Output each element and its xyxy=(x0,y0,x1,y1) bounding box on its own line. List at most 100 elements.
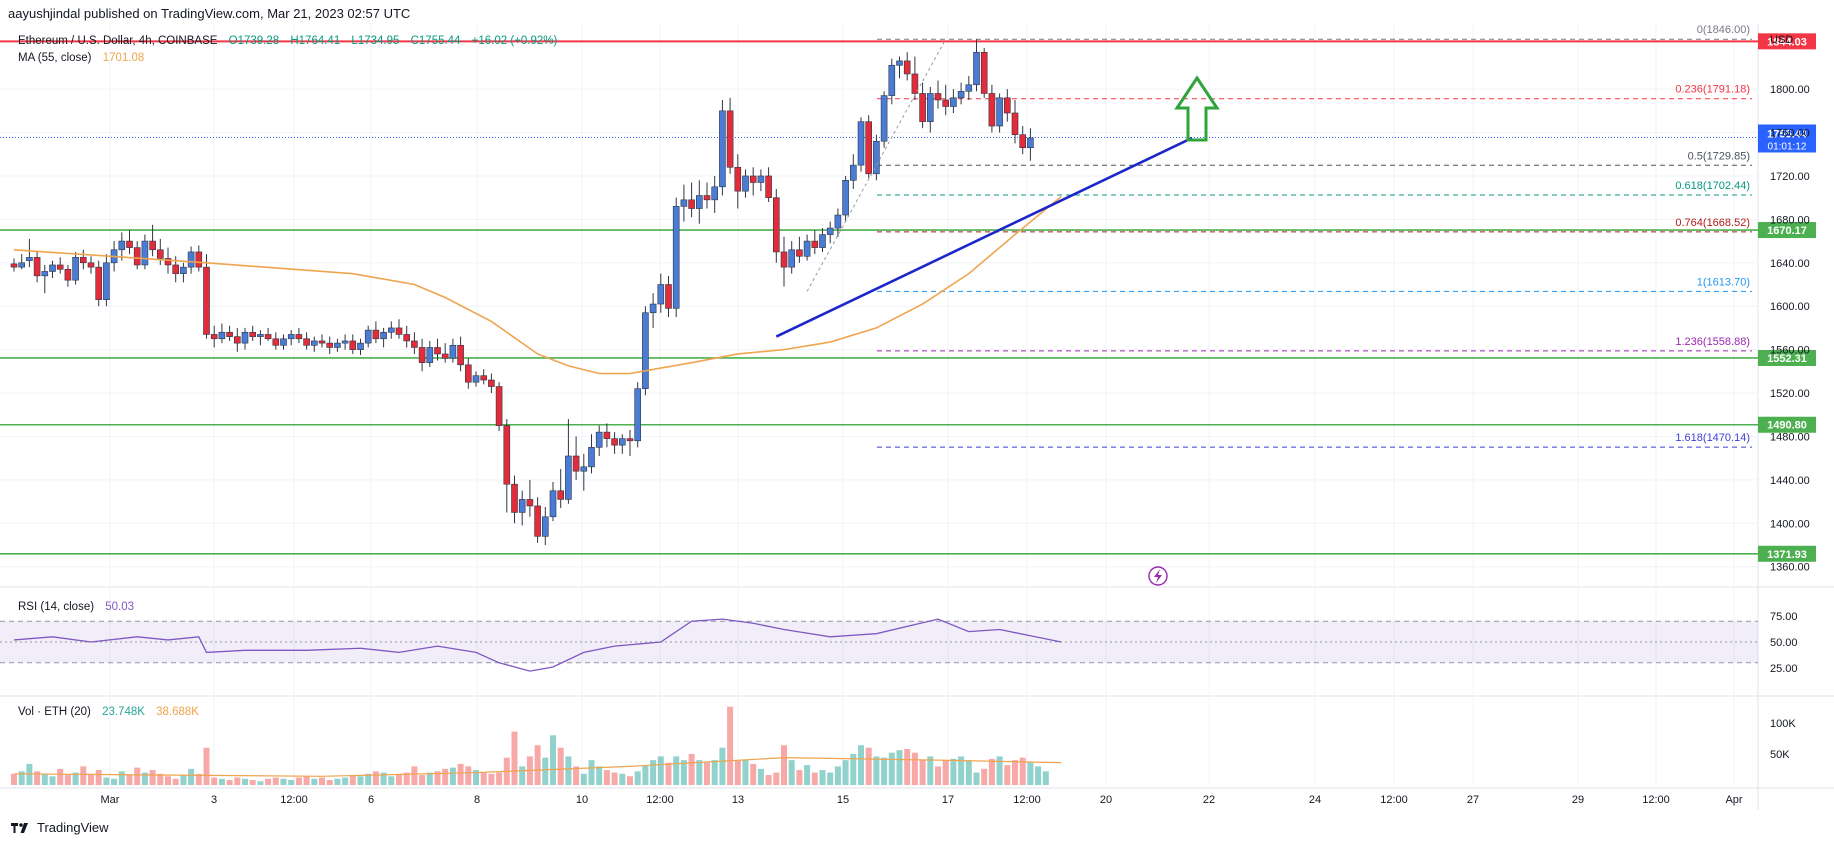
candle xyxy=(1027,128,1034,161)
candle xyxy=(103,254,110,307)
candle xyxy=(842,175,849,222)
candle-body-up xyxy=(49,264,56,272)
price-tick-label: 1720.00 xyxy=(1770,171,1810,183)
volume-bar xyxy=(711,760,718,785)
candle xyxy=(803,234,811,261)
candle-body-down xyxy=(164,258,172,266)
candle-body-up xyxy=(880,95,888,142)
candle-body-down xyxy=(80,257,87,264)
volume-bar xyxy=(911,752,918,785)
volume-bar xyxy=(257,781,264,785)
tradingview-logo-icon xyxy=(11,822,28,833)
candle-body-up xyxy=(280,338,287,346)
volume-bar xyxy=(1027,762,1034,785)
candle xyxy=(903,52,911,81)
candle-body-down xyxy=(919,93,926,122)
current-price-tag xyxy=(1758,124,1816,153)
candle-body-up xyxy=(103,262,110,301)
volume-bar xyxy=(927,756,934,785)
axes: USD 1360.00 1400.00 1440.00 1480.00 1520.00 15… xyxy=(101,34,1810,806)
candle xyxy=(464,358,472,389)
candle xyxy=(649,293,657,328)
candle-body-up xyxy=(472,375,480,383)
volume-bar xyxy=(727,706,734,785)
volume-bar xyxy=(203,747,210,785)
candle xyxy=(334,338,341,352)
candle-body-up xyxy=(26,257,33,261)
volume-bar xyxy=(265,778,272,785)
trendline-layer[interactable] xyxy=(775,38,1193,338)
rsi-tick-label: 25.00 xyxy=(1770,663,1798,675)
candle xyxy=(603,423,611,448)
candle-body-down xyxy=(149,240,156,251)
candle-body-up xyxy=(541,516,549,537)
candle-body-up xyxy=(896,60,903,66)
volume-bar xyxy=(357,776,364,785)
candle-body-up xyxy=(803,240,811,257)
candle-body-down xyxy=(272,338,280,346)
candle-body-up xyxy=(965,84,973,92)
candle-body-up xyxy=(888,64,896,96)
lightning-icon xyxy=(1148,566,1168,586)
price-tick-label: 1760.00 xyxy=(1770,128,1810,140)
candle-body-up xyxy=(973,51,980,86)
candle xyxy=(295,327,303,344)
volume-bar xyxy=(442,768,449,785)
price-tick-label: 1800.00 xyxy=(1770,84,1810,96)
candle xyxy=(1019,126,1027,155)
volume-bar xyxy=(781,745,787,785)
volume-bar xyxy=(111,778,118,785)
volume-bar xyxy=(449,767,456,785)
volume-bar xyxy=(218,778,225,785)
volume-bar xyxy=(988,758,995,785)
candle xyxy=(934,80,942,109)
candle-body-down xyxy=(326,342,334,348)
volume-bar xyxy=(734,760,741,785)
candle xyxy=(595,425,603,457)
symbol-legend: Ethereum / U.S. Dollar, 4h, COINBASE O17… xyxy=(18,35,557,47)
volume-bar xyxy=(80,766,87,785)
fibonacci-retracement[interactable]: 0(1846.00) 0.236(1791.18) 0.5(1729.85) 0.61… xyxy=(877,24,1752,448)
volume-bar xyxy=(665,762,672,785)
candle-body-up xyxy=(310,340,318,346)
candle-body-down xyxy=(1019,134,1027,149)
candle xyxy=(10,258,18,272)
volume-bar xyxy=(488,773,495,785)
time-tick-label: 10 xyxy=(576,794,588,806)
volume-bar xyxy=(249,780,256,785)
price-tick-label: 1680.00 xyxy=(1770,214,1810,226)
time-tick-label: 13 xyxy=(732,794,744,806)
candle-body-down xyxy=(572,455,580,472)
ma-55-line xyxy=(13,195,1062,375)
candle xyxy=(642,306,649,396)
volume-bar xyxy=(657,756,664,785)
candle-body-down xyxy=(811,240,819,248)
volume-bar xyxy=(473,770,479,785)
horizontal-levels[interactable]: 1844.03 1670.17 1552.31 1490.80 1371.93 1755.… xyxy=(0,33,1816,562)
rsi-tick-label: 50.00 xyxy=(1770,637,1798,649)
candle xyxy=(403,325,411,348)
footer-brand[interactable]: TradingView xyxy=(10,820,109,835)
candle-body-down xyxy=(133,247,141,266)
candle xyxy=(919,82,926,129)
candle xyxy=(873,134,880,181)
candle-body-down xyxy=(726,110,734,168)
volume-bar xyxy=(272,777,279,785)
volume-bar xyxy=(457,763,464,785)
time-tick-label: 20 xyxy=(1100,794,1112,806)
volume-bar xyxy=(303,776,310,785)
time-tick-label: Apr xyxy=(1725,794,1742,806)
volume-bar xyxy=(11,773,17,785)
time-tick-label: Mar xyxy=(101,794,120,806)
candle-body-up xyxy=(849,164,857,181)
volume-bar xyxy=(603,770,610,785)
ma-legend: MA (55, close) 1701.08 xyxy=(18,52,144,64)
volume-bar xyxy=(973,772,980,785)
candle xyxy=(626,429,634,457)
annotations xyxy=(1148,75,1220,586)
candle xyxy=(26,238,33,268)
ascending-trendline[interactable] xyxy=(775,136,1193,338)
fib-level-label: 1(1613.70) xyxy=(1697,276,1750,288)
candle xyxy=(580,453,588,491)
